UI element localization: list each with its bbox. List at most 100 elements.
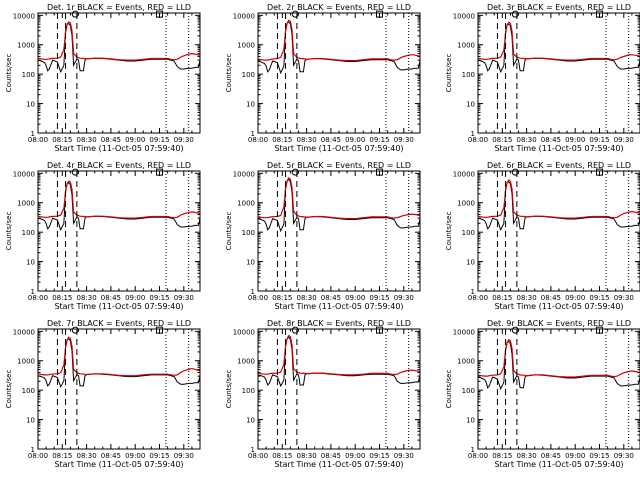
x-tick-label: 09:00 (125, 136, 145, 144)
events-series-line (37, 338, 201, 389)
x-tick-label: 08:30 (517, 294, 537, 302)
y-tick-label: 10 (466, 101, 475, 109)
lld-series-line (257, 176, 421, 220)
x-axis-label: Start Time (11-Oct-05 07:59:40) (274, 460, 403, 469)
plot-frame (37, 328, 201, 450)
x-tick-label: 09:15 (369, 452, 389, 460)
y-tick-label: 1 (251, 446, 255, 454)
lld-series-line (257, 19, 421, 62)
x-axis-label: Start Time (11-Oct-05 07:59:40) (274, 144, 403, 153)
x-tick-label: 08:15 (492, 136, 512, 144)
plot-frame (37, 12, 201, 134)
y-tick-label: 1000 (457, 42, 475, 50)
x-tick-label: 08:45 (101, 136, 121, 144)
x-tick-label: 09:00 (565, 294, 585, 302)
x-tick-label: 08:00 (28, 136, 48, 144)
y-tick-label: 1000 (457, 358, 475, 366)
x-tick-label: 08:00 (248, 294, 268, 302)
y-tick-label: 1 (31, 130, 35, 138)
x-tick-label: 08:45 (541, 452, 561, 460)
y-tick-label: 1000 (237, 358, 255, 366)
x-tick-label: 08:15 (272, 452, 292, 460)
y-tick-label: 10 (466, 417, 475, 425)
y-tick-label: 1 (31, 288, 35, 296)
x-tick-label: 08:00 (468, 452, 488, 460)
lld-series-line (477, 21, 640, 61)
plot-frame (257, 12, 421, 134)
detector-panel: 1 10 100 1000 10000 08:00 08:15 08:30 08:45 09:00… (5, 3, 201, 153)
y-tick-label: 1 (471, 288, 475, 296)
x-tick-label: 08:30 (517, 452, 537, 460)
events-series-line (37, 23, 201, 74)
x-tick-label: 08:15 (272, 294, 292, 302)
x-tick-label: 08:00 (28, 452, 48, 460)
y-tick-label: 100 (462, 71, 475, 79)
y-tick-label: 100 (22, 229, 35, 237)
events-series-line (257, 336, 421, 388)
y-tick-label: 10 (26, 259, 35, 267)
x-tick-label: 08:00 (248, 452, 268, 460)
x-tick-label: 09:30 (174, 136, 194, 144)
y-tick-label: 10 (246, 417, 255, 425)
x-tick-label: 08:15 (52, 294, 72, 302)
panel-title: Det. 5r BLACK = Events, RED = LLD (267, 161, 411, 170)
detector-panel: 1 10 100 1000 10000 08:00 08:15 08:30 08:45 09:00… (225, 319, 421, 469)
x-tick-label: 08:45 (321, 452, 341, 460)
y-axis-label: Counts/sec (5, 212, 13, 251)
events-series-line (257, 178, 421, 233)
panel-title: Det. 1r BLACK = Events, RED = LLD (47, 3, 191, 12)
panel-title: Det. 2r BLACK = Events, RED = LLD (267, 3, 411, 12)
y-axis-label: Counts/sec (445, 54, 453, 93)
y-tick-label: 1 (31, 446, 35, 454)
events-series-line (257, 21, 421, 75)
y-axis-label: Counts/sec (225, 212, 233, 251)
x-tick-label: 09:15 (589, 294, 609, 302)
x-tick-label: 09:00 (345, 294, 365, 302)
x-tick-label: 08:30 (517, 136, 537, 144)
x-tick-label: 09:00 (565, 452, 585, 460)
x-axis-label: Start Time (11-Oct-05 07:59:40) (54, 302, 183, 311)
lld-series-line (37, 336, 201, 377)
events-series-line (37, 182, 201, 232)
plot-frame (477, 12, 640, 134)
x-tick-label: 08:30 (77, 452, 97, 460)
x-tick-label: 09:30 (394, 452, 414, 460)
lld-series-line (37, 21, 201, 61)
plot-frame (477, 170, 640, 292)
detector-panel: 1 10 100 1000 10000 08:00 08:15 08:30 08:45 09:00… (445, 161, 640, 311)
y-tick-label: 10000 (233, 328, 255, 336)
y-tick-label: 1000 (237, 200, 255, 208)
plot-frame (257, 328, 421, 450)
x-tick-label: 09:30 (394, 294, 414, 302)
y-tick-label: 100 (462, 387, 475, 395)
y-tick-label: 1 (471, 130, 475, 138)
events-series-line (477, 181, 640, 232)
x-axis-label: Start Time (11-Oct-05 07:59:40) (494, 460, 623, 469)
x-tick-label: 08:00 (468, 136, 488, 144)
x-axis-label: Start Time (11-Oct-05 07:59:40) (54, 460, 183, 469)
x-tick-label: 09:30 (174, 452, 194, 460)
plot-frame (477, 328, 640, 450)
y-tick-label: 10000 (13, 12, 35, 20)
x-tick-label: 08:30 (297, 452, 317, 460)
x-tick-label: 08:15 (492, 452, 512, 460)
y-tick-label: 10 (466, 259, 475, 267)
x-tick-label: 08:45 (541, 294, 561, 302)
events-series-line (477, 340, 640, 391)
y-tick-label: 10 (246, 259, 255, 267)
x-tick-label: 08:45 (541, 136, 561, 144)
x-tick-label: 08:15 (52, 136, 72, 144)
x-tick-label: 09:30 (614, 452, 634, 460)
y-tick-label: 100 (242, 71, 255, 79)
y-axis-label: Counts/sec (5, 370, 13, 409)
detector-panel: 1 10 100 1000 10000 08:00 08:15 08:30 08:45 09:00… (5, 319, 201, 469)
x-tick-label: 08:45 (101, 294, 121, 302)
x-tick-label: 08:00 (248, 136, 268, 144)
panel-title: Det. 6r BLACK = Events, RED = LLD (487, 161, 631, 170)
x-axis-label: Start Time (11-Oct-05 07:59:40) (54, 144, 183, 153)
y-axis-label: Counts/sec (5, 54, 13, 93)
y-tick-label: 1000 (17, 358, 35, 366)
panel-title: Det. 7r BLACK = Events, RED = LLD (47, 319, 191, 328)
y-tick-label: 100 (242, 229, 255, 237)
x-tick-label: 08:15 (52, 452, 72, 460)
